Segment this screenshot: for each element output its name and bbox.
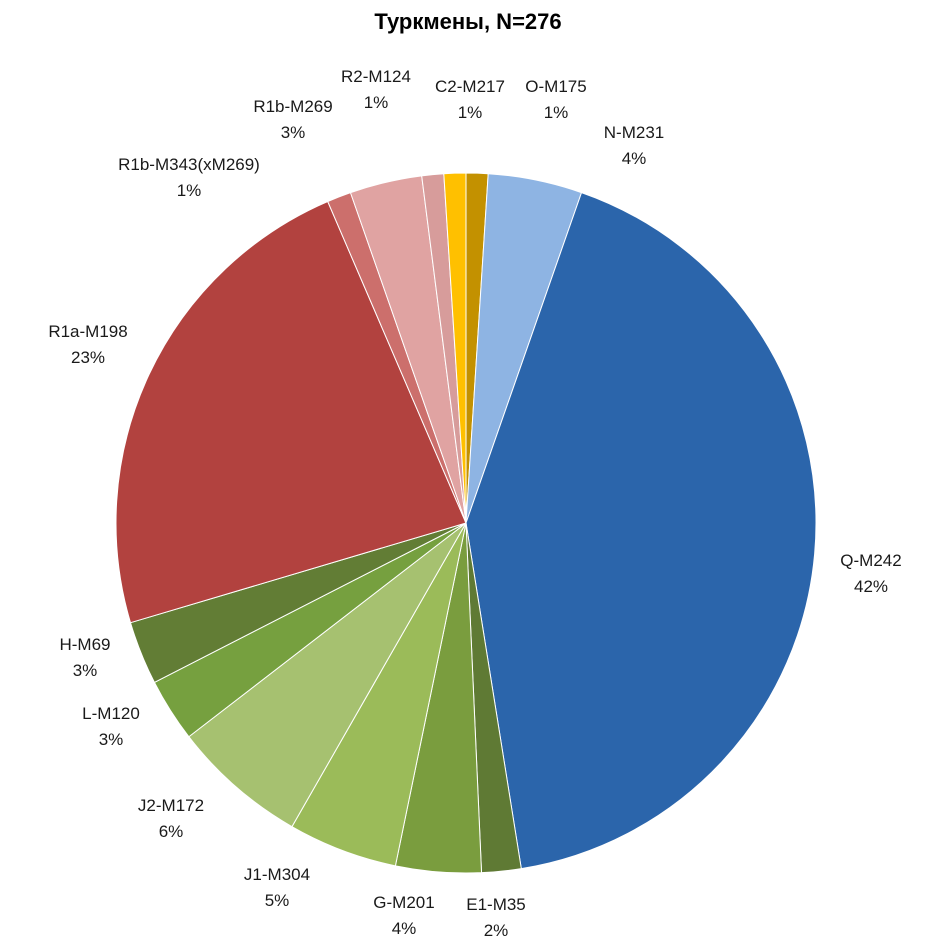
label-percent-r1b-m343-xm269-: 1% xyxy=(177,181,202,200)
label-name-r1b-m269: R1b-M269 xyxy=(253,97,332,116)
label-percent-j1-m304: 5% xyxy=(265,891,290,910)
label-name-n-m231: N-M231 xyxy=(604,123,664,142)
label-percent-h-m69: 3% xyxy=(73,661,98,680)
pie-slice-q-m242 xyxy=(465,191,817,870)
label-percent-j2-m172: 6% xyxy=(159,822,184,841)
label-name-e1-m35: E1-M35 xyxy=(466,895,526,914)
label-percent-o-m175: 1% xyxy=(544,103,569,122)
label-percent-n-m231: 4% xyxy=(622,149,647,168)
label-name-h-m69: H-M69 xyxy=(59,635,110,654)
label-name-r1b-m343-xm269-: R1b-M343(xM269) xyxy=(118,155,260,174)
label-percent-l-m120: 3% xyxy=(99,730,124,749)
label-name-l-m120: L-M120 xyxy=(82,704,140,723)
pie-slice-j2-m172 xyxy=(188,522,467,828)
label-percent-q-m242: 42% xyxy=(854,577,888,596)
pie-slice-c2-m217 xyxy=(443,172,467,524)
label-percent-r2-m124: 1% xyxy=(364,93,389,112)
label-percent-c2-m217: 1% xyxy=(458,103,483,122)
label-percent-r1a-m198: 23% xyxy=(71,348,105,367)
label-name-g-m201: G-M201 xyxy=(373,893,434,912)
pie-slice-r1a-m198 xyxy=(115,200,467,624)
label-name-r2-m124: R2-M124 xyxy=(341,67,411,86)
label-percent-g-m201: 4% xyxy=(392,919,417,938)
label-name-c2-m217: C2-M217 xyxy=(435,77,505,96)
pie-slices xyxy=(115,172,817,874)
pie-labels: Q-M242 42% E1-M35 2% G-M201 4% J1-M304 5% J2-M17… xyxy=(48,67,901,940)
chart-title: Туркмены, N=276 xyxy=(374,9,561,34)
label-percent-e1-m35: 2% xyxy=(484,921,509,940)
label-name-j2-m172: J2-M172 xyxy=(138,796,204,815)
label-name-r1a-m198: R1a-M198 xyxy=(48,322,127,341)
label-percent-r1b-m269: 3% xyxy=(281,123,306,142)
label-name-o-m175: O-M175 xyxy=(525,77,586,96)
label-name-j1-m304: J1-M304 xyxy=(244,865,310,884)
label-name-q-m242: Q-M242 xyxy=(840,551,901,570)
